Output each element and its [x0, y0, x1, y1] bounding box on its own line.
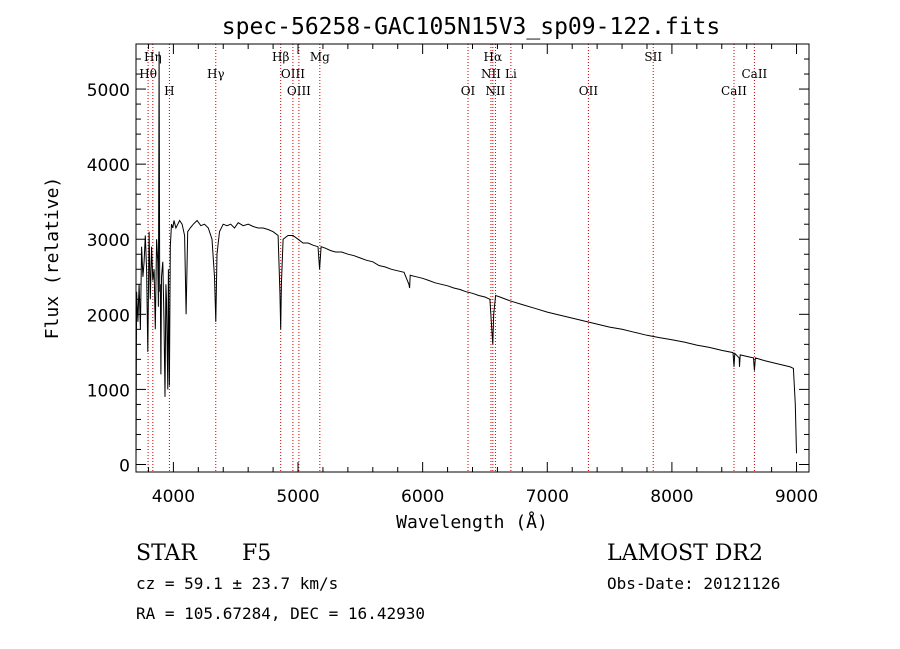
x-tick-label: 5000	[276, 487, 319, 507]
x-tick-label: 9000	[775, 487, 818, 507]
spectral-line-label: Hα	[484, 50, 503, 64]
object-subclass: F5	[242, 541, 271, 566]
spectrum-line	[135, 51, 797, 465]
y-axis-label: Flux (relative)	[42, 177, 63, 340]
spectral-line-label: Mg	[310, 50, 330, 64]
spectral-line-label: Hβ	[272, 50, 289, 64]
spectral-line-label: OII	[579, 84, 599, 98]
redshift-text: cz = 59.1 ± 23.7 km/s	[136, 574, 338, 593]
obs-date-text: Obs-Date: 20121126	[607, 574, 780, 593]
y-axis-ticks: 0 1000 2000 3000 4000 5000	[87, 58, 809, 476]
survey-name: LAMOST DR2	[607, 541, 763, 566]
spectral-line-label: OIII	[287, 84, 311, 98]
x-axis-ticks: 4000 5000 6000 7000 8000 9000	[147, 44, 818, 507]
object-class: STAR	[136, 541, 198, 566]
coords-text: RA = 105.67284, DEC = 16.42930	[136, 604, 425, 623]
spectral-line-markers	[147, 44, 755, 472]
spectral-line-label: NII	[485, 84, 505, 98]
x-tick-label: 6000	[401, 487, 444, 507]
y-tick-label: 3000	[87, 231, 130, 251]
spectral-line-label: SII	[644, 50, 662, 64]
x-tick-label: 8000	[650, 487, 693, 507]
spectral-line-labels: HηHθHHγHβOIIIOIIIMgOIHαNIINIILiOIISIICaI…	[139, 50, 767, 98]
chart-title: spec-56258-GAC105N15V3_sp09-122.fits	[222, 14, 721, 40]
spectral-line-label: NII	[481, 67, 501, 81]
y-tick-label: 1000	[87, 381, 130, 401]
y-tick-label: 2000	[87, 306, 130, 326]
spectral-line-label: Hθ	[139, 67, 157, 81]
spectral-line-label: OIII	[281, 67, 305, 81]
spectral-line-label: H	[164, 84, 174, 98]
y-tick-label: 0	[119, 456, 130, 476]
spectral-line-label: CaII	[721, 84, 747, 98]
spectral-line-label: CaII	[741, 67, 767, 81]
spectral-line-label: Hγ	[207, 67, 225, 81]
spectral-line-label: Li	[505, 67, 517, 81]
spectral-line-label: OI	[461, 84, 476, 98]
x-axis-label: Wavelength (Å)	[396, 511, 548, 533]
y-tick-label: 4000	[87, 156, 130, 176]
y-tick-label: 5000	[87, 81, 130, 101]
x-tick-label: 7000	[526, 487, 569, 507]
x-tick-label: 4000	[152, 487, 195, 507]
spectral-line-label: Hη	[144, 50, 162, 64]
plot-frame	[135, 43, 810, 473]
